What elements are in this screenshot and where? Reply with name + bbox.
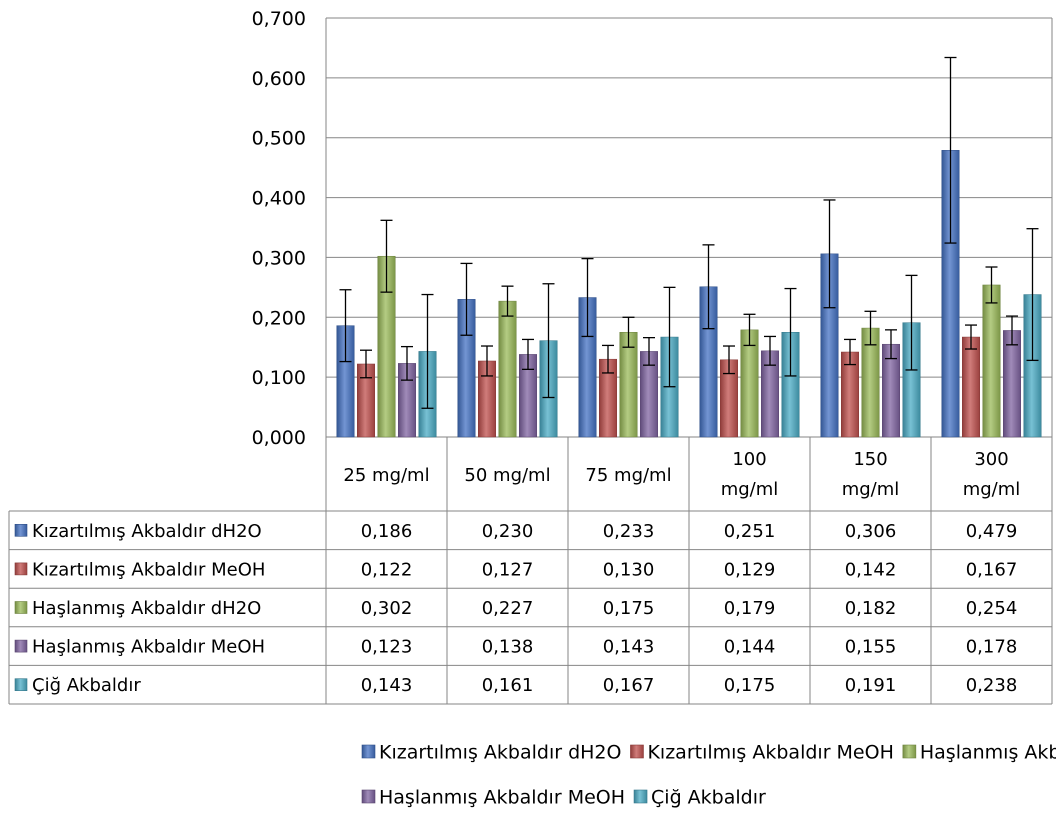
- series-name: Kızartılmış Akbaldır MeOH: [32, 559, 265, 580]
- data-label: 0,138: [482, 637, 534, 658]
- data-table: 25 mg/ml 50 mg/ml 75 mg/ml 100 mg/ml 150 mg/ml…: [9, 437, 1052, 704]
- legend-label: Kızartılmış Akbaldır dH2O: [379, 742, 621, 764]
- y-tick-label: 0,600: [252, 68, 306, 90]
- data-label: 0,238: [966, 675, 1018, 696]
- y-tick-label: 0,000: [252, 427, 306, 449]
- category-label: 50 mg/ml: [464, 465, 550, 486]
- legend-key: [15, 640, 27, 652]
- data-label: 0,178: [966, 637, 1018, 658]
- legend-key: [15, 679, 27, 691]
- data-label: 0,227: [482, 598, 534, 619]
- legend-key: [15, 602, 27, 614]
- legend-key: [15, 563, 27, 575]
- data-label: 0,302: [361, 598, 413, 619]
- bar: [499, 301, 517, 437]
- legend-key: [362, 790, 375, 803]
- bar: [962, 337, 980, 437]
- legend-key: [630, 745, 643, 758]
- y-tick-label: 0,500: [252, 128, 306, 150]
- data-label: 0,143: [603, 637, 655, 658]
- legend-label: Haşlanmış Akbaldır dH2O: [920, 742, 1056, 764]
- data-label: 0,123: [361, 637, 413, 658]
- data-label: 0,306: [845, 521, 897, 542]
- data-label: 0,167: [966, 559, 1018, 580]
- category-label: 150: [853, 449, 887, 470]
- data-label: 0,130: [603, 559, 655, 580]
- y-tick-label: 0,300: [252, 247, 306, 269]
- category-label: 25 mg/ml: [343, 465, 429, 486]
- data-label: 0,191: [845, 675, 897, 696]
- data-label: 0,230: [482, 521, 534, 542]
- data-label: 0,167: [603, 675, 655, 696]
- bars: [337, 150, 1042, 437]
- category-label: mg/ml: [721, 479, 779, 500]
- legend-label: Kızartılmış Akbaldır MeOH: [647, 742, 893, 764]
- legend-label: Haşlanmış Akbaldır MeOH: [379, 787, 625, 809]
- data-label: 0,144: [724, 637, 776, 658]
- series-name: Haşlanmış Akbaldır MeOH: [32, 637, 265, 658]
- category-label: mg/ml: [963, 479, 1021, 500]
- legend: Kızartılmış Akbaldır dH2O Kızartılmış Akb…: [362, 742, 1056, 809]
- error-bars: [340, 58, 1039, 409]
- series-name: Çiğ Akbaldır: [32, 675, 141, 696]
- legend-key: [15, 524, 27, 536]
- legend-key: [362, 745, 375, 758]
- legend-label: Çiğ Akbaldır: [651, 787, 766, 809]
- data-label: 0,155: [845, 637, 897, 658]
- data-label: 0,179: [724, 598, 776, 619]
- y-tick-label: 0,200: [252, 307, 306, 329]
- y-tick-label: 0,400: [252, 188, 306, 210]
- data-label: 0,251: [724, 521, 776, 542]
- data-label: 0,186: [361, 521, 413, 542]
- series-name: Kızartılmış Akbaldır dH2O: [32, 521, 262, 542]
- data-label: 0,254: [966, 598, 1018, 619]
- data-label: 0,233: [603, 521, 655, 542]
- bar: [1003, 330, 1021, 437]
- data-label: 0,129: [724, 559, 776, 580]
- legend-key: [634, 790, 647, 803]
- category-label: 300: [974, 449, 1008, 470]
- y-tick-label: 0,100: [252, 367, 306, 389]
- data-label: 0,161: [482, 675, 534, 696]
- bar: [620, 332, 638, 437]
- data-label: 0,122: [361, 559, 413, 580]
- data-label: 0,127: [482, 559, 534, 580]
- data-label: 0,182: [845, 598, 897, 619]
- category-label: mg/ml: [842, 479, 900, 500]
- y-tick-label: 0,700: [252, 8, 306, 30]
- data-label: 0,479: [966, 521, 1018, 542]
- category-label: 75 mg/ml: [585, 465, 671, 486]
- y-axis-tick-labels: 0,000 0,100 0,200 0,300 0,400 0,500 0,600 0,700: [252, 8, 306, 449]
- legend-key: [903, 745, 916, 758]
- bar: [983, 285, 1001, 437]
- series-name: Haşlanmış Akbaldır dH2O: [32, 598, 261, 619]
- data-label: 0,143: [361, 675, 413, 696]
- category-label: 100: [732, 449, 766, 470]
- data-label: 0,142: [845, 559, 897, 580]
- data-label: 0,175: [724, 675, 776, 696]
- data-label: 0,175: [603, 598, 655, 619]
